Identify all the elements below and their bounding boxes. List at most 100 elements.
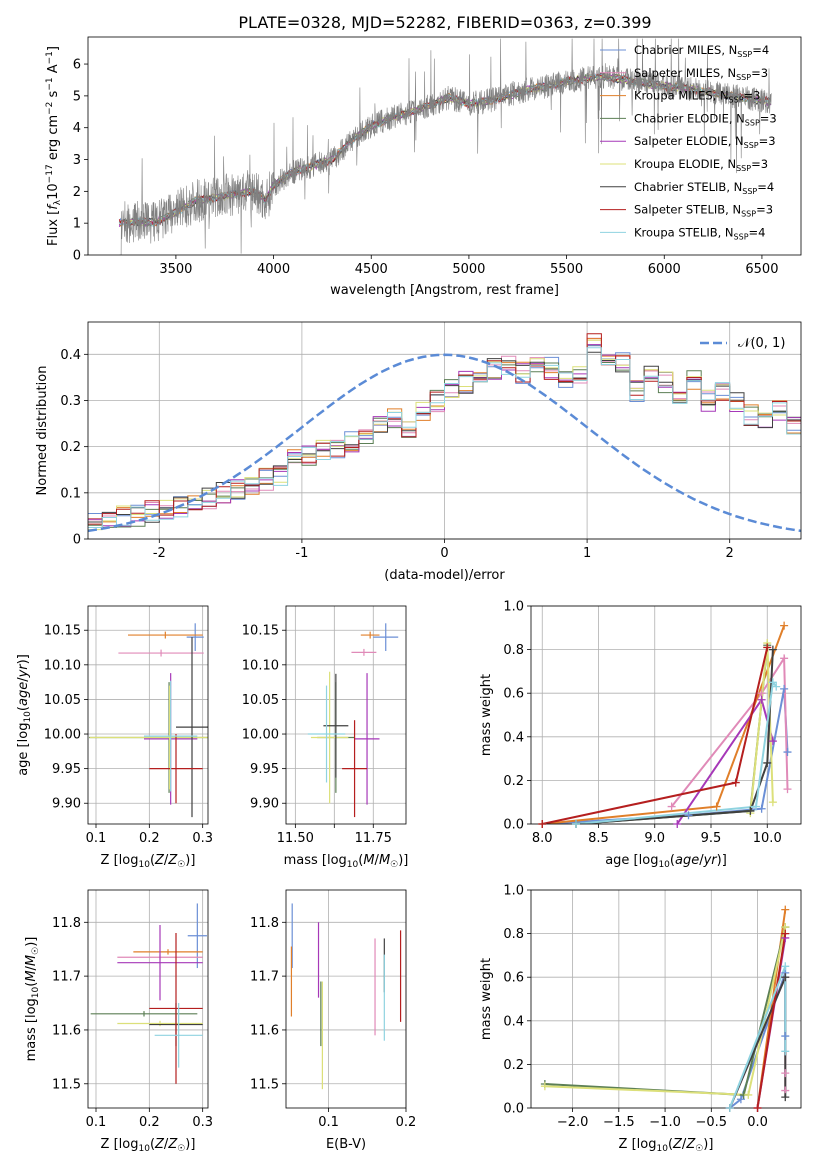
weight-point (781, 1047, 790, 1056)
x-tick-label: 0 (440, 546, 448, 561)
y-tick-label: 10.10 (242, 658, 279, 673)
weight-point (753, 1104, 762, 1112)
x-tick-label: 0.1 (86, 831, 107, 846)
axes-frame (87, 889, 209, 1109)
weight-point (781, 962, 790, 971)
axes-frame (285, 889, 407, 1109)
plot-area (89, 623, 208, 818)
y-tick-label: 0.4 (503, 730, 524, 745)
y-tick-label: 0.0 (503, 818, 524, 833)
weight-point (781, 905, 790, 914)
plot-area (118, 38, 772, 255)
y-tick-label: 11.6 (52, 1023, 81, 1038)
x-axis-label: Z [log10(Z/Z☉)] (101, 1137, 196, 1154)
y-tick-label: 11.8 (52, 916, 81, 931)
y-axis-label: age [log10(age/yr)] (16, 654, 33, 776)
y-tick-label: 1 (73, 217, 81, 232)
x-tick-label: 0.0 (747, 1115, 768, 1130)
y-tick-label: 2 (73, 185, 81, 200)
x-tick-label: 6000 (648, 262, 681, 277)
y-axis-label: mass weight (479, 674, 494, 756)
weight-point (781, 929, 790, 938)
weight-point (736, 1095, 745, 1104)
y-tick-label: 10.05 (44, 693, 81, 708)
x-tick-label: 0.3 (192, 1115, 213, 1130)
weight-line (676, 697, 774, 824)
x-axis-label: Z [log10(Z/Z☉)] (101, 853, 196, 870)
panel-mass-vs-Z: 0.1 0.2 0.3 11.5 11.6 11.7 11.8 Z [log10(Z/Z☉)]… (24, 889, 213, 1154)
x-tick-label: -1 (295, 546, 308, 561)
y-axis-label: Flux [fλ10−17 erg cm−2 s−1 A−1] (45, 46, 63, 246)
y-tick-label: 11.7 (52, 970, 81, 985)
weight-point (746, 806, 755, 815)
y-tick-label: 11.8 (250, 916, 279, 931)
weight-point (712, 802, 721, 811)
legend-entry: Salpeter ELODIE, NSSP=3 (634, 134, 776, 150)
y-tick-label: 9.90 (250, 797, 279, 812)
x-tick-label: -2 (153, 546, 166, 561)
y-tick-label: 0.4 (503, 1014, 524, 1029)
panel-spectrum: 3500 4000 4500 5000 5500 6000 6500 0 1 2 3 4 5 6 Chabr… (45, 36, 802, 298)
legend-entry: Kroupa MILES, NSSP=3 (634, 89, 760, 105)
y-tick-label: 0.4 (60, 348, 81, 363)
y-tick-label: 9.90 (52, 797, 81, 812)
x-tick-label: 2 (726, 546, 734, 561)
y-tick-label: 6 (73, 58, 81, 73)
panel-age-vs-Z: 0.1 0.2 0.3 9.90 9.95 10.00 10.05 10.10 10.15 Z [… (16, 605, 213, 870)
x-tick-label: −2.0 (557, 1115, 589, 1130)
weight-point (540, 1082, 549, 1091)
y-tick-label: 1.0 (503, 600, 524, 615)
x-tick-label: 5000 (452, 262, 485, 277)
weight-point (768, 678, 777, 687)
legend-entry: Salpeter MILES, NSSP=3 (634, 66, 768, 82)
x-tick-label: 6500 (745, 262, 778, 277)
weight-point (757, 804, 766, 813)
axes-frame (530, 889, 802, 1109)
y-tick-label: 0.8 (503, 643, 524, 658)
y-tick-label: 0.2 (60, 440, 81, 455)
y-tick-label: 0.2 (503, 1058, 524, 1073)
legend-entry: Salpeter STELIB, NSSP=3 (634, 203, 773, 219)
weight-point (538, 820, 547, 828)
y-tick-label: 11.7 (250, 970, 279, 985)
weight-point (781, 1093, 790, 1102)
y-tick-label: 10.00 (44, 728, 81, 743)
normal-curve (88, 353, 801, 533)
weight-point (667, 802, 676, 811)
x-tick-label: 0.1 (318, 1115, 339, 1130)
weight-point (763, 758, 772, 767)
y-tick-label: 0.6 (503, 971, 524, 986)
weight-point (781, 1069, 790, 1078)
legend-entry: Chabrier STELIB, NSSP=4 (634, 180, 774, 196)
legend-entry: Chabrier MILES, NSSP=4 (634, 43, 769, 59)
y-tick-label: 11.6 (250, 1023, 279, 1038)
y-tick-label: 1.0 (503, 884, 524, 899)
data-spectrum-line (119, 38, 772, 255)
plot-area (542, 625, 789, 824)
legend-entry: Kroupa STELIB, NSSP=4 (634, 225, 765, 241)
y-tick-label: 10.10 (44, 658, 81, 673)
y-tick-label: 10.15 (242, 624, 279, 639)
y-tick-label: 0.8 (503, 927, 524, 942)
x-axis-label: E(B-V) (326, 1137, 366, 1152)
weight-line (575, 679, 778, 824)
y-tick-label: 0.1 (60, 486, 81, 501)
x-tick-label: 0.1 (86, 1115, 107, 1130)
y-tick-label: 10.00 (242, 728, 279, 743)
x-tick-label: 9.5 (701, 831, 722, 846)
histogram-line (88, 347, 801, 528)
x-axis-label: mass [log10(M/M☉)] (284, 853, 409, 870)
x-tick-label: 11.75 (355, 831, 392, 846)
legend-entry: Kroupa ELODIE, NSSP=3 (634, 157, 768, 173)
weight-point (752, 802, 760, 811)
panel-mass-weight-vs-age: 8.0 8.5 9.0 9.5 10.0 0.0 0.2 0.4 0.6 0.8 1.0 age [l… (479, 600, 802, 870)
x-tick-label: 5500 (550, 262, 583, 277)
weight-point (780, 654, 789, 663)
x-tick-label: 4000 (257, 262, 290, 277)
plot-area (290, 903, 402, 1090)
y-tick-label: 0.2 (503, 774, 524, 789)
axes-frame (87, 321, 802, 540)
figure-title: PLATE=0328, MJD=52282, FIBERID=0363, z=0… (238, 13, 651, 32)
weight-point (744, 1090, 753, 1099)
x-tick-label: 8.0 (532, 831, 553, 846)
